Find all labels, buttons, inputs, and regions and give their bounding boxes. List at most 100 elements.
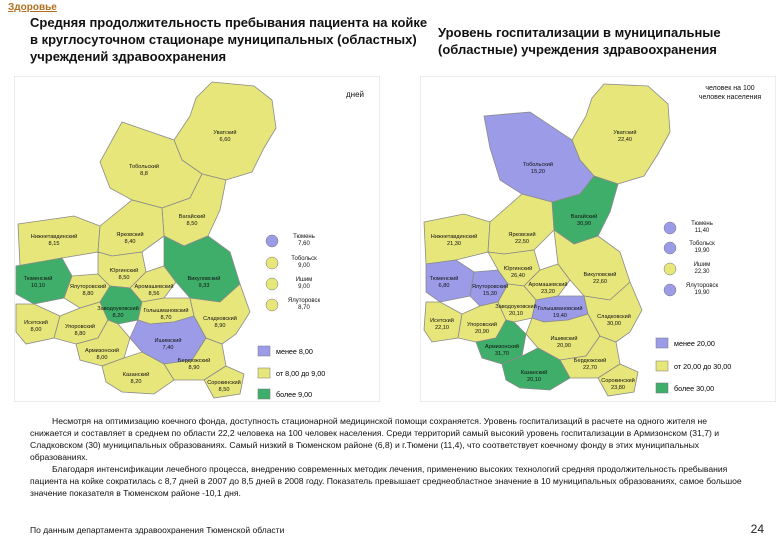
left-district-name: Тюменский <box>24 275 53 282</box>
left-district-value: 6,60 <box>220 137 231 143</box>
region-sorokinsky <box>203 365 245 399</box>
left-unit-label: дней <box>346 90 365 99</box>
left-district-value: 9,33 <box>199 283 210 289</box>
right-district-name: Аромашевский <box>529 281 568 288</box>
right-district-value: 23,80 <box>611 385 625 391</box>
left-district-name: Нижнетавдинский <box>31 233 77 240</box>
right-district-value: 22,10 <box>435 325 449 331</box>
right-unit-label: человек на 100 человек населения <box>698 85 762 101</box>
left-district-name: Вагайский <box>179 213 206 220</box>
right-district-name: Нижнетавдинский <box>431 233 477 240</box>
right-district-name: Ишимский <box>551 335 578 342</box>
right-district-name: Заводоуковский <box>495 303 537 310</box>
left-district-name: Ярковский <box>116 231 143 238</box>
left-city-legend: Тюмень7,60Тобольск9,00Ишим9,00Ялуторовск… <box>265 234 321 312</box>
left-legend-high: более 9,00 <box>276 390 312 399</box>
right-map-title: Уровень госпитализации в муниципальные (… <box>438 25 721 57</box>
left-map-title: Средняя продолжительность пребывания пац… <box>30 15 428 64</box>
right-city-name: Тобольск <box>689 241 715 247</box>
right-legend: менее 20,00 от 20,00 до 30,00 более 30,0… <box>655 337 731 394</box>
left-city-name: Ялуторовск <box>288 298 321 304</box>
right-city-name: Тюмень <box>691 221 713 227</box>
left-district-value: 8,90 <box>215 323 226 329</box>
left-city-value: 8,70 <box>298 305 310 311</box>
left-choropleth-map: Уватский6,60Тобольский8,8Вагайский8,50Ни… <box>14 76 380 402</box>
right-district-value: 26,40 <box>511 273 525 279</box>
page-number: 24 <box>750 522 764 536</box>
right-district-name: Сладковский <box>597 313 631 320</box>
right-city-value: 19,90 <box>694 290 710 296</box>
region-sladkovsky <box>583 281 643 343</box>
right-district-name: Сорокинский <box>601 377 635 384</box>
right-district-value: 22,40 <box>618 137 632 143</box>
right-district-name: Казанский <box>521 369 548 376</box>
right-district-value: 6,80 <box>439 283 450 289</box>
left-district-value: 8,80 <box>83 291 94 297</box>
left-district-value: 8,50 <box>219 387 230 393</box>
right-district-name: Тобольский <box>523 161 553 168</box>
right-district-name: Ялуторовский <box>472 283 508 290</box>
region-sorokinsky <box>597 363 639 397</box>
right-district-value: 15,20 <box>531 169 545 175</box>
left-city-name: Тюмень <box>293 234 315 240</box>
left-district-value: 8,56 <box>149 291 160 297</box>
left-district-name: Ишимский <box>155 337 182 344</box>
right-district-name: Тюменский <box>430 275 459 282</box>
left-district-name: Уватский <box>213 129 236 136</box>
right-district-value: 31,70 <box>495 351 509 357</box>
right-district-name: Вагайский <box>571 213 598 220</box>
right-district-value: 20,10 <box>527 377 541 383</box>
paragraph-2: Благодаря интенсификации лечебного проце… <box>30 464 742 498</box>
left-district-name: Казанский <box>123 371 150 378</box>
right-district-value: 22,60 <box>593 279 607 285</box>
right-district-name: Уватский <box>613 129 636 136</box>
right-district-name: Юргинский <box>504 265 533 272</box>
left-district-value: 8,20 <box>113 313 124 319</box>
left-city-name: Ишим <box>296 277 313 283</box>
right-district-name: Викуловский <box>584 271 617 278</box>
region-kazansky <box>501 347 571 391</box>
right-district-value: 19,40 <box>553 313 567 319</box>
right-legend-low: менее 20,00 <box>674 339 715 348</box>
right-district-value: 22,70 <box>583 365 597 371</box>
right-city-name: Ялуторовск <box>686 283 719 289</box>
left-district-value: 7,40 <box>163 345 174 351</box>
left-legend-low: менее 8,00 <box>276 347 313 356</box>
left-district-value: 8,50 <box>187 221 198 227</box>
left-district-name: Исетский <box>24 319 48 326</box>
right-district-value: 30,90 <box>577 221 591 227</box>
left-district-name: Сорокинский <box>207 379 241 386</box>
left-district-value: 8,15 <box>49 241 60 247</box>
right-district-value: 20,10 <box>509 311 523 317</box>
left-district-value: 8,40 <box>125 239 136 245</box>
left-district-value: 10,10 <box>31 283 45 289</box>
left-district-name: Голышмановский <box>144 307 189 314</box>
right-legend-mid: от 20,00 до 30,00 <box>674 362 731 371</box>
right-city-value: 22,30 <box>694 269 710 275</box>
right-legend-high: более 30,00 <box>674 384 714 393</box>
right-district-name: Ярковский <box>508 231 535 238</box>
left-district-name: Сладковский <box>203 315 237 322</box>
left-district-name: Юргинский <box>110 267 139 274</box>
region-berdyuzhsky <box>559 335 621 379</box>
right-district-value: 20,90 <box>475 329 489 335</box>
right-district-name: Бердюжский <box>574 357 606 364</box>
left-district-name: Аромашевский <box>135 283 174 290</box>
left-city-name: Тобольск <box>291 256 317 262</box>
region-sladkovsky <box>189 283 251 345</box>
left-district-value: 8,00 <box>97 355 108 361</box>
left-district-name: Бердюжский <box>178 357 210 364</box>
region-armizonsky <box>75 319 131 367</box>
left-district-value: 8,00 <box>31 327 42 333</box>
left-district-value: 8,70 <box>161 315 172 321</box>
left-district-name: Заводоуковский <box>97 305 139 312</box>
right-district-name: Упоровский <box>467 321 497 328</box>
section-title: Здоровье <box>8 2 57 13</box>
left-district-value: 8,90 <box>189 365 200 371</box>
left-district-name: Упоровский <box>65 323 95 330</box>
right-city-value: 11,40 <box>695 228 710 234</box>
right-district-value: 22,50 <box>515 239 529 245</box>
left-district-value: 8,80 <box>75 331 86 337</box>
right-district-name: Исетский <box>430 317 454 324</box>
